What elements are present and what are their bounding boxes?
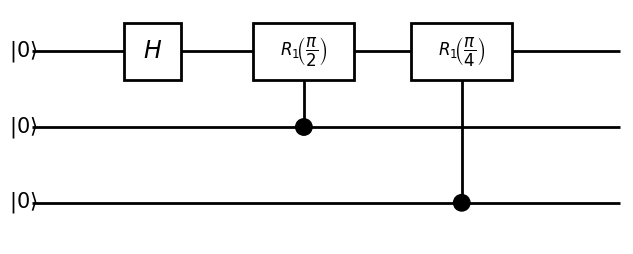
- Text: $\mathit{H}$: $\mathit{H}$: [142, 40, 162, 63]
- Text: $\mathit{R}_1\!\left(\dfrac{\pi}{4}\right)$: $\mathit{R}_1\!\left(\dfrac{\pi}{4}\righ…: [438, 35, 486, 68]
- Text: $|0\rangle$: $|0\rangle$: [8, 115, 37, 139]
- FancyBboxPatch shape: [124, 23, 181, 80]
- FancyBboxPatch shape: [411, 23, 512, 80]
- FancyBboxPatch shape: [253, 23, 354, 80]
- Circle shape: [453, 195, 470, 211]
- Text: $\mathit{R}_1\!\left(\dfrac{\pi}{2}\right)$: $\mathit{R}_1\!\left(\dfrac{\pi}{2}\righ…: [280, 35, 327, 68]
- Text: $|0\rangle$: $|0\rangle$: [8, 190, 37, 215]
- Text: $|0\rangle$: $|0\rangle$: [8, 39, 37, 64]
- Circle shape: [296, 119, 312, 135]
